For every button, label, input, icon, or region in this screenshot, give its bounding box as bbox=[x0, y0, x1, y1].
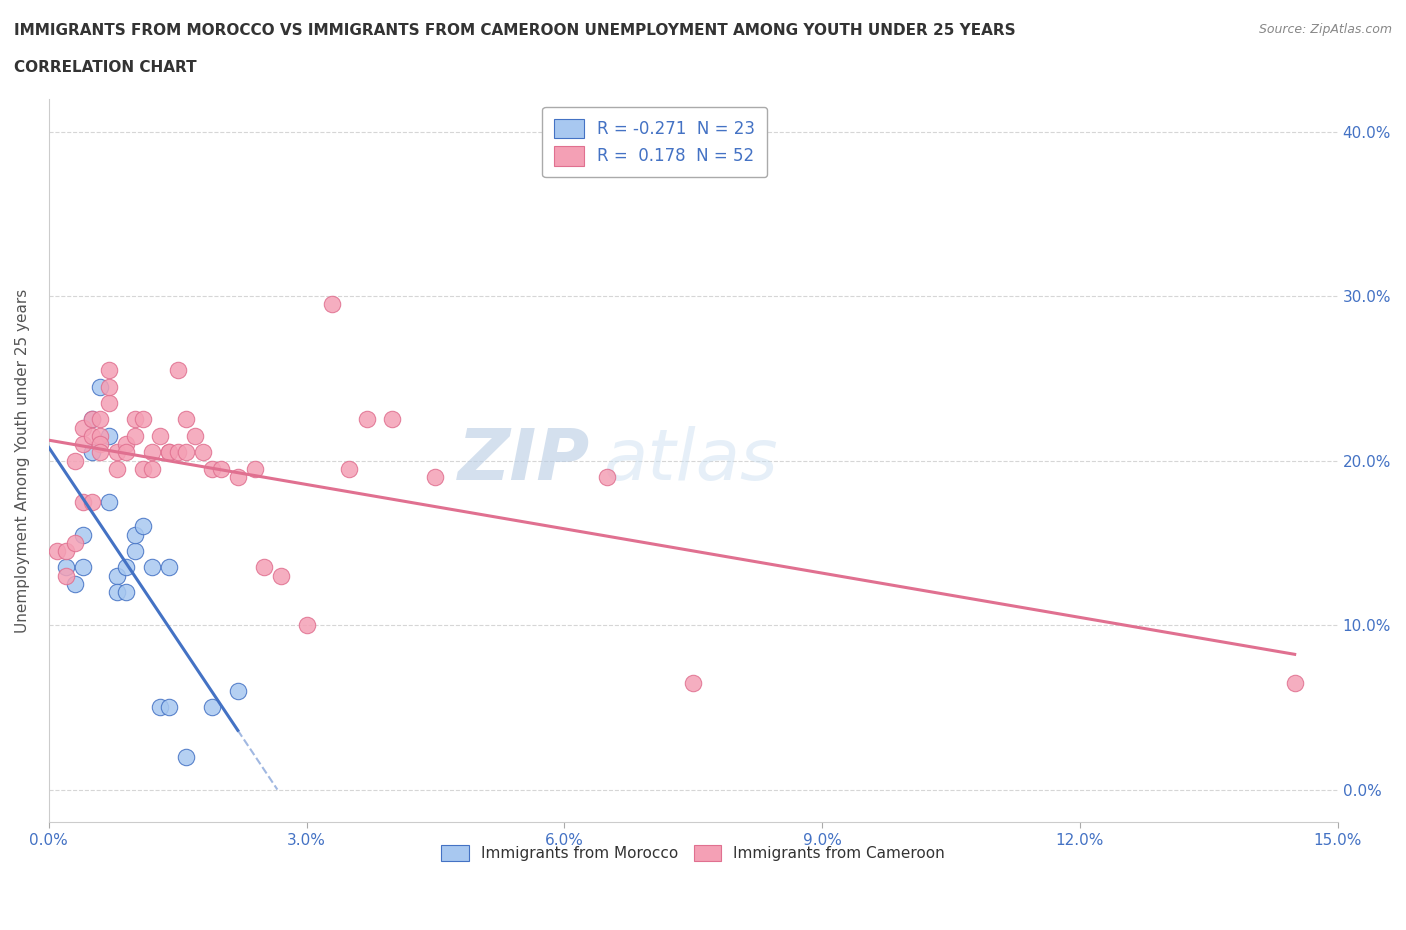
Point bbox=[124, 412, 146, 427]
Point bbox=[166, 445, 188, 459]
Point bbox=[425, 470, 447, 485]
Point bbox=[149, 700, 172, 715]
Point bbox=[141, 560, 163, 575]
Point bbox=[55, 560, 77, 575]
Point bbox=[115, 445, 138, 459]
Point bbox=[682, 675, 704, 690]
Point bbox=[89, 437, 111, 452]
Point bbox=[157, 700, 180, 715]
Point bbox=[80, 494, 103, 509]
Point bbox=[107, 461, 129, 476]
Point bbox=[157, 445, 180, 459]
Point bbox=[115, 437, 138, 452]
Text: ZIP: ZIP bbox=[458, 426, 591, 495]
Text: IMMIGRANTS FROM MOROCCO VS IMMIGRANTS FROM CAMEROON UNEMPLOYMENT AMONG YOUTH UND: IMMIGRANTS FROM MOROCCO VS IMMIGRANTS FR… bbox=[14, 23, 1015, 38]
Point bbox=[321, 297, 343, 312]
Point bbox=[115, 560, 138, 575]
Point bbox=[356, 412, 378, 427]
Point bbox=[166, 363, 188, 378]
Point bbox=[107, 568, 129, 583]
Point bbox=[55, 568, 77, 583]
Point bbox=[157, 445, 180, 459]
Point bbox=[89, 412, 111, 427]
Point bbox=[174, 445, 197, 459]
Point bbox=[89, 379, 111, 394]
Point bbox=[174, 412, 197, 427]
Text: Source: ZipAtlas.com: Source: ZipAtlas.com bbox=[1258, 23, 1392, 36]
Point bbox=[89, 445, 111, 459]
Point bbox=[89, 429, 111, 444]
Point bbox=[97, 429, 120, 444]
Point bbox=[201, 461, 224, 476]
Point bbox=[97, 395, 120, 410]
Y-axis label: Unemployment Among Youth under 25 years: Unemployment Among Youth under 25 years bbox=[15, 288, 30, 632]
Point bbox=[124, 544, 146, 559]
Point bbox=[80, 412, 103, 427]
Point bbox=[1284, 675, 1306, 690]
Point bbox=[72, 437, 94, 452]
Point bbox=[141, 445, 163, 459]
Point bbox=[107, 585, 129, 600]
Point bbox=[132, 412, 155, 427]
Point bbox=[243, 461, 266, 476]
Point bbox=[63, 577, 86, 591]
Point bbox=[97, 363, 120, 378]
Point bbox=[97, 379, 120, 394]
Legend: Immigrants from Morocco, Immigrants from Cameroon: Immigrants from Morocco, Immigrants from… bbox=[433, 838, 953, 869]
Point bbox=[124, 527, 146, 542]
Point bbox=[46, 544, 69, 559]
Point bbox=[97, 494, 120, 509]
Point bbox=[80, 429, 103, 444]
Text: CORRELATION CHART: CORRELATION CHART bbox=[14, 60, 197, 75]
Point bbox=[63, 453, 86, 468]
Point bbox=[295, 618, 318, 632]
Point bbox=[55, 544, 77, 559]
Point bbox=[270, 568, 292, 583]
Point bbox=[63, 536, 86, 551]
Point bbox=[596, 470, 619, 485]
Point bbox=[226, 684, 249, 698]
Text: atlas: atlas bbox=[603, 426, 778, 495]
Point bbox=[209, 461, 232, 476]
Point bbox=[252, 560, 274, 575]
Point bbox=[124, 429, 146, 444]
Point bbox=[72, 527, 94, 542]
Point bbox=[149, 429, 172, 444]
Point bbox=[107, 445, 129, 459]
Point bbox=[72, 560, 94, 575]
Point bbox=[80, 412, 103, 427]
Point bbox=[184, 429, 207, 444]
Point bbox=[132, 461, 155, 476]
Point bbox=[132, 519, 155, 534]
Point bbox=[141, 461, 163, 476]
Point bbox=[193, 445, 215, 459]
Point bbox=[72, 420, 94, 435]
Point bbox=[174, 750, 197, 764]
Point bbox=[80, 445, 103, 459]
Point bbox=[339, 461, 361, 476]
Point bbox=[201, 700, 224, 715]
Point bbox=[381, 412, 404, 427]
Point bbox=[157, 560, 180, 575]
Point bbox=[226, 470, 249, 485]
Point bbox=[115, 585, 138, 600]
Point bbox=[72, 494, 94, 509]
